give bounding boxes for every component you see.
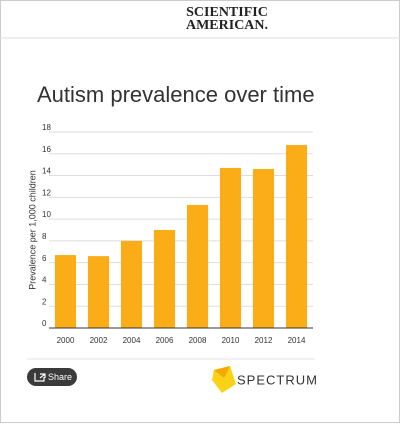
share-icon[interactable] xyxy=(34,373,46,382)
x-tick-label: 2006 xyxy=(156,336,174,345)
y-tick-label: 16 xyxy=(42,145,51,154)
brand: SCIENTIFIC xyxy=(186,5,268,20)
bar xyxy=(285,145,308,328)
share-label[interactable]: Share xyxy=(48,372,72,382)
logo-mark xyxy=(214,366,230,378)
bar xyxy=(120,240,143,328)
x-tick-label: 2002 xyxy=(90,336,108,345)
y-tick-label: 4 xyxy=(42,276,47,285)
x-tick-label: 2010 xyxy=(222,336,240,345)
y-tick-label: 12 xyxy=(42,188,51,197)
y-tick-label: 0 xyxy=(42,319,47,328)
bar xyxy=(219,167,242,328)
bar xyxy=(252,169,275,328)
share-button[interactable]: Share xyxy=(27,368,77,386)
logo-text: SPECTRUM xyxy=(237,372,318,387)
bar xyxy=(87,256,110,328)
brand: AMERICAN. xyxy=(186,18,268,33)
y-tick-label: 8 xyxy=(42,232,47,241)
bar xyxy=(186,204,209,328)
y-axis-label: Prevalence per 1,000 children xyxy=(27,170,37,290)
bar xyxy=(54,255,77,328)
x-tick-label: 2004 xyxy=(123,336,141,345)
x-tick-label: 2008 xyxy=(189,336,207,345)
chart-title: Autism prevalence over time xyxy=(37,82,315,107)
x-tick-label: 2012 xyxy=(255,336,273,345)
y-tick-label: 2 xyxy=(42,297,47,306)
x-tick-label: 2014 xyxy=(288,336,306,345)
bar xyxy=(153,230,176,328)
y-tick-label: 6 xyxy=(42,254,47,263)
y-tick-label: 18 xyxy=(42,123,51,132)
x-tick-label: 2000 xyxy=(57,336,75,345)
spectrum-logo: SPECTRUM xyxy=(212,366,318,393)
y-tick-label: 10 xyxy=(42,210,51,219)
y-tick-label: 14 xyxy=(42,167,51,176)
